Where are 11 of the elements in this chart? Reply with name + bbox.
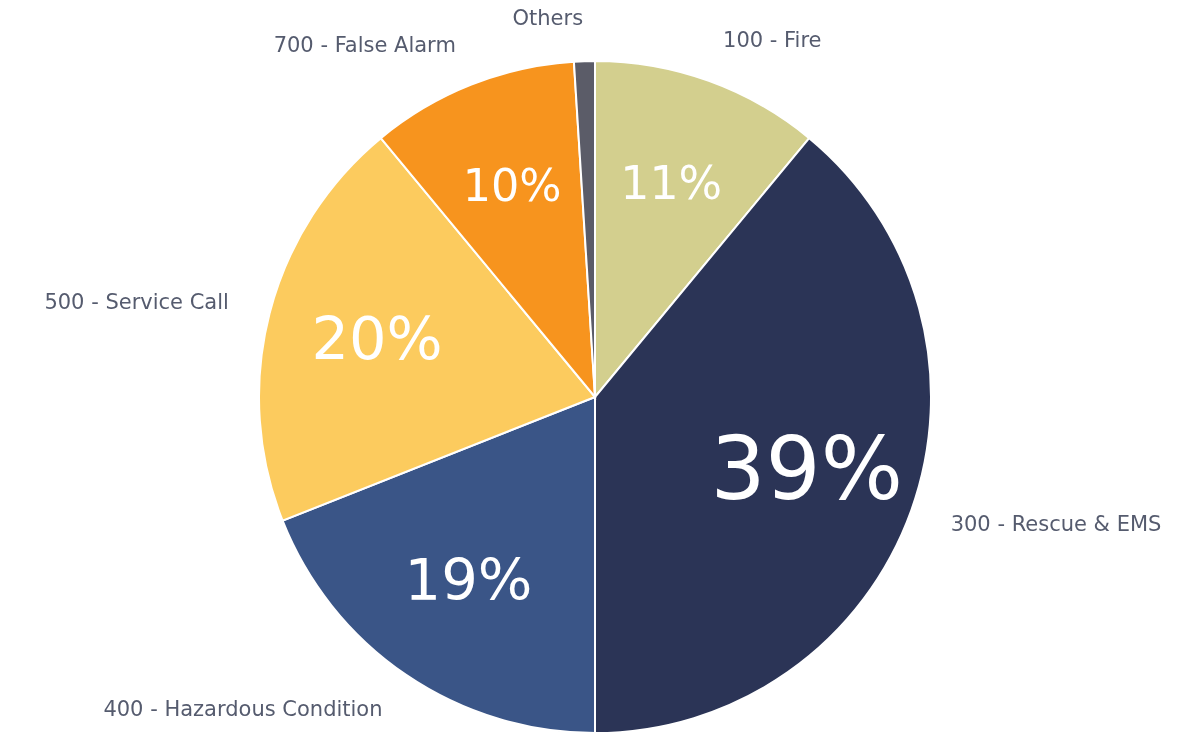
slice-label: 400 - Hazardous Condition — [103, 696, 383, 721]
data-label: 39% — [710, 419, 903, 520]
slice-label: 100 - Fire — [723, 28, 822, 53]
slice-label: Others — [512, 6, 584, 31]
data-label: 11% — [620, 156, 723, 211]
data-label: 10% — [462, 159, 562, 211]
data-label: 19% — [404, 547, 533, 615]
data-label: 20% — [311, 304, 443, 374]
slice-label: 700 - False Alarm — [273, 32, 456, 57]
slice-label: 500 - Service Call — [44, 290, 229, 314]
slice-label: 300 - Rescue & EMS — [950, 512, 1162, 537]
